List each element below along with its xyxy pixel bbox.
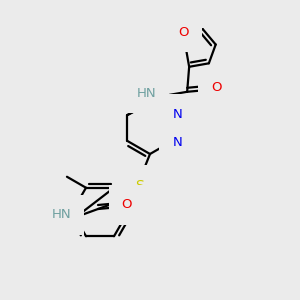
Text: O: O [122,199,132,212]
Text: HN: HN [51,208,71,221]
Text: O: O [178,26,188,39]
Text: HN: HN [136,87,156,100]
Text: N: N [172,136,182,148]
Text: O: O [211,81,221,94]
Text: N: N [172,107,182,121]
Text: S: S [135,179,143,193]
